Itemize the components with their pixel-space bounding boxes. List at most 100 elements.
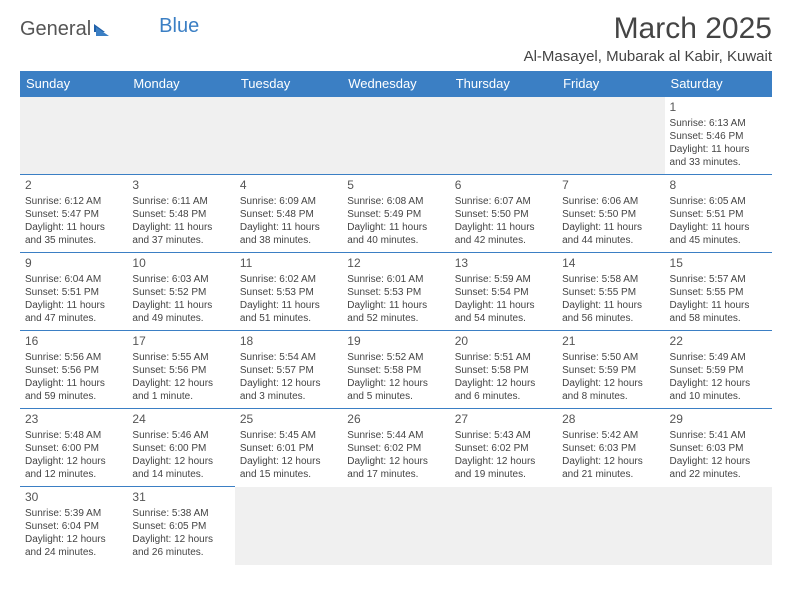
calendar-table: SundayMondayTuesdayWednesdayThursdayFrid…: [20, 71, 772, 565]
daylight-text: Daylight: 11 hours and 49 minutes.: [132, 299, 229, 325]
sunrise-text: Sunrise: 6:01 AM: [347, 273, 444, 286]
weekday-header: Tuesday: [235, 71, 342, 97]
month-title: March 2025: [524, 12, 772, 46]
calendar-cell: 31Sunrise: 5:38 AMSunset: 6:05 PMDayligh…: [127, 487, 234, 565]
calendar-cell: [342, 487, 449, 565]
sunset-text: Sunset: 5:59 PM: [562, 364, 659, 377]
daylight-text: Daylight: 11 hours and 37 minutes.: [132, 221, 229, 247]
calendar-cell: [557, 487, 664, 565]
calendar-week: 9Sunrise: 6:04 AMSunset: 5:51 PMDaylight…: [20, 253, 772, 331]
logo: General Blue: [20, 12, 199, 41]
calendar-cell: 11Sunrise: 6:02 AMSunset: 5:53 PMDayligh…: [235, 253, 342, 331]
weekday-header: Monday: [127, 71, 234, 97]
sunrise-text: Sunrise: 6:13 AM: [670, 117, 767, 130]
daylight-text: Daylight: 11 hours and 59 minutes.: [25, 377, 122, 403]
calendar-cell: 17Sunrise: 5:55 AMSunset: 5:56 PMDayligh…: [127, 331, 234, 409]
day-number: 10: [132, 256, 229, 272]
calendar-cell: 5Sunrise: 6:08 AMSunset: 5:49 PMDaylight…: [342, 175, 449, 253]
sunrise-text: Sunrise: 5:38 AM: [132, 507, 229, 520]
title-block: March 2025 Al-Masayel, Mubarak al Kabir,…: [524, 12, 772, 65]
calendar-cell: 27Sunrise: 5:43 AMSunset: 6:02 PMDayligh…: [450, 409, 557, 487]
sunset-text: Sunset: 6:05 PM: [132, 520, 229, 533]
day-number: 11: [240, 256, 337, 272]
calendar-cell: [127, 97, 234, 175]
weekday-header: Wednesday: [342, 71, 449, 97]
day-number: 1: [670, 100, 767, 116]
sunrise-text: Sunrise: 5:56 AM: [25, 351, 122, 364]
calendar-cell: [665, 487, 772, 565]
day-number: 20: [455, 334, 552, 350]
daylight-text: Daylight: 12 hours and 26 minutes.: [132, 533, 229, 559]
day-number: 7: [562, 178, 659, 194]
day-number: 19: [347, 334, 444, 350]
day-number: 6: [455, 178, 552, 194]
sunrise-text: Sunrise: 6:07 AM: [455, 195, 552, 208]
calendar-cell: 25Sunrise: 5:45 AMSunset: 6:01 PMDayligh…: [235, 409, 342, 487]
sunrise-text: Sunrise: 5:58 AM: [562, 273, 659, 286]
calendar-cell: 7Sunrise: 6:06 AMSunset: 5:50 PMDaylight…: [557, 175, 664, 253]
calendar-cell: 22Sunrise: 5:49 AMSunset: 5:59 PMDayligh…: [665, 331, 772, 409]
day-number: 12: [347, 256, 444, 272]
daylight-text: Daylight: 11 hours and 47 minutes.: [25, 299, 122, 325]
sunrise-text: Sunrise: 5:57 AM: [670, 273, 767, 286]
sunset-text: Sunset: 5:58 PM: [347, 364, 444, 377]
sunset-text: Sunset: 5:52 PM: [132, 286, 229, 299]
sunset-text: Sunset: 5:48 PM: [240, 208, 337, 221]
calendar-cell: 9Sunrise: 6:04 AMSunset: 5:51 PMDaylight…: [20, 253, 127, 331]
sunset-text: Sunset: 5:53 PM: [347, 286, 444, 299]
calendar-cell: 18Sunrise: 5:54 AMSunset: 5:57 PMDayligh…: [235, 331, 342, 409]
day-number: 30: [25, 490, 122, 506]
sunrise-text: Sunrise: 5:55 AM: [132, 351, 229, 364]
calendar-cell: 16Sunrise: 5:56 AMSunset: 5:56 PMDayligh…: [20, 331, 127, 409]
sunset-text: Sunset: 6:03 PM: [670, 442, 767, 455]
daylight-text: Daylight: 11 hours and 42 minutes.: [455, 221, 552, 247]
calendar-cell: 3Sunrise: 6:11 AMSunset: 5:48 PMDaylight…: [127, 175, 234, 253]
calendar-cell: 10Sunrise: 6:03 AMSunset: 5:52 PMDayligh…: [127, 253, 234, 331]
daylight-text: Daylight: 11 hours and 54 minutes.: [455, 299, 552, 325]
sunrise-text: Sunrise: 5:51 AM: [455, 351, 552, 364]
sunrise-text: Sunrise: 6:11 AM: [132, 195, 229, 208]
calendar-week: 2Sunrise: 6:12 AMSunset: 5:47 PMDaylight…: [20, 175, 772, 253]
sunset-text: Sunset: 5:53 PM: [240, 286, 337, 299]
sunset-text: Sunset: 5:51 PM: [670, 208, 767, 221]
sunrise-text: Sunrise: 5:59 AM: [455, 273, 552, 286]
calendar-cell: 21Sunrise: 5:50 AMSunset: 5:59 PMDayligh…: [557, 331, 664, 409]
calendar-week: 1Sunrise: 6:13 AMSunset: 5:46 PMDaylight…: [20, 97, 772, 175]
day-number: 29: [670, 412, 767, 428]
sunrise-text: Sunrise: 5:44 AM: [347, 429, 444, 442]
sunset-text: Sunset: 5:48 PM: [132, 208, 229, 221]
sunset-text: Sunset: 6:02 PM: [455, 442, 552, 455]
daylight-text: Daylight: 11 hours and 38 minutes.: [240, 221, 337, 247]
day-number: 26: [347, 412, 444, 428]
sunrise-text: Sunrise: 5:54 AM: [240, 351, 337, 364]
day-number: 5: [347, 178, 444, 194]
sunset-text: Sunset: 5:50 PM: [562, 208, 659, 221]
daylight-text: Daylight: 12 hours and 10 minutes.: [670, 377, 767, 403]
calendar-cell: [342, 97, 449, 175]
sunset-text: Sunset: 5:51 PM: [25, 286, 122, 299]
sunset-text: Sunset: 5:50 PM: [455, 208, 552, 221]
sunset-text: Sunset: 5:54 PM: [455, 286, 552, 299]
day-number: 13: [455, 256, 552, 272]
daylight-text: Daylight: 12 hours and 3 minutes.: [240, 377, 337, 403]
calendar-cell: [450, 97, 557, 175]
daylight-text: Daylight: 12 hours and 1 minute.: [132, 377, 229, 403]
day-number: 2: [25, 178, 122, 194]
weekday-header: Thursday: [450, 71, 557, 97]
calendar-cell: 1Sunrise: 6:13 AMSunset: 5:46 PMDaylight…: [665, 97, 772, 175]
sunset-text: Sunset: 5:46 PM: [670, 130, 767, 143]
daylight-text: Daylight: 12 hours and 14 minutes.: [132, 455, 229, 481]
calendar-cell: 15Sunrise: 5:57 AMSunset: 5:55 PMDayligh…: [665, 253, 772, 331]
weekday-header: Sunday: [20, 71, 127, 97]
weekday-header: Saturday: [665, 71, 772, 97]
logo-text-2: Blue: [159, 15, 199, 38]
daylight-text: Daylight: 11 hours and 45 minutes.: [670, 221, 767, 247]
calendar-cell: 14Sunrise: 5:58 AMSunset: 5:55 PMDayligh…: [557, 253, 664, 331]
daylight-text: Daylight: 12 hours and 12 minutes.: [25, 455, 122, 481]
day-number: 14: [562, 256, 659, 272]
sunrise-text: Sunrise: 5:42 AM: [562, 429, 659, 442]
sunrise-text: Sunrise: 5:43 AM: [455, 429, 552, 442]
calendar-cell: 30Sunrise: 5:39 AMSunset: 6:04 PMDayligh…: [20, 487, 127, 565]
location: Al-Masayel, Mubarak al Kabir, Kuwait: [524, 48, 772, 65]
day-number: 31: [132, 490, 229, 506]
